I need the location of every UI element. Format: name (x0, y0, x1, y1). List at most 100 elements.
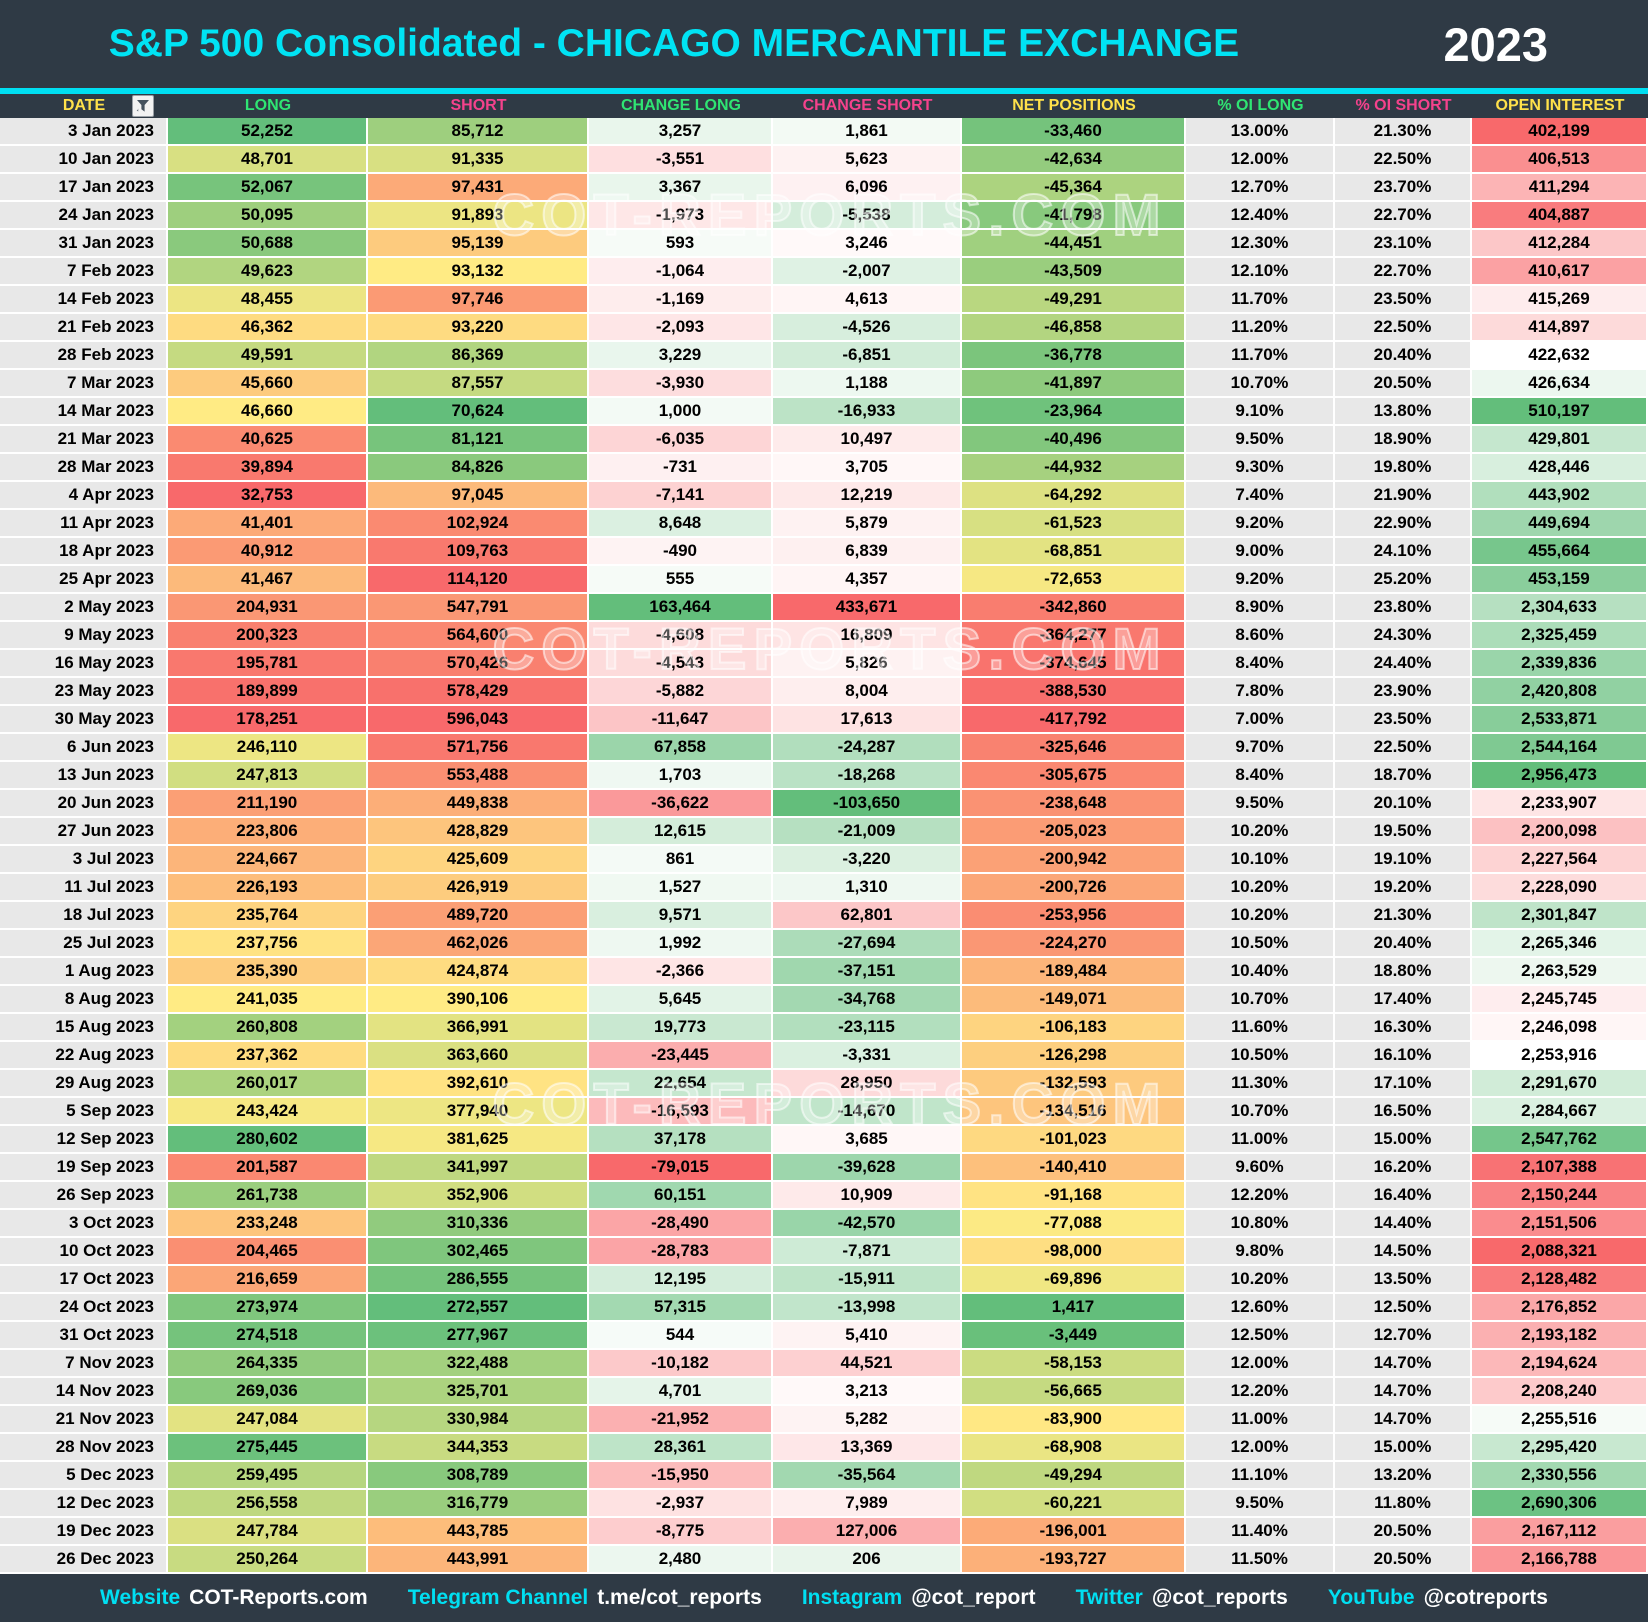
cell-short: 366,991 (368, 1014, 589, 1042)
cell-oi-long-pct: 12.50% (1186, 1322, 1335, 1350)
cell-short: 277,967 (368, 1322, 589, 1350)
column-header-label: LONG (244, 97, 292, 114)
cell-date: 22 Aug 2023 (0, 1042, 168, 1070)
cell-long: 52,067 (168, 174, 368, 202)
date-filter-button[interactable] (132, 95, 154, 117)
cell-oi-short-pct: 15.00% (1335, 1434, 1472, 1462)
table-row: 29 Aug 2023 260,017 392,610 22,654 28,950 -13… (0, 1070, 1648, 1098)
cell-open-interest: 2,544,164 (1472, 734, 1648, 762)
cell-change-long: 593 (589, 230, 773, 258)
cell-net-positions: -342,860 (962, 594, 1186, 622)
cell-oi-long-pct: 10.80% (1186, 1210, 1335, 1238)
cell-open-interest: 2,253,916 (1472, 1042, 1648, 1070)
table-row: 10 Oct 2023 204,465 302,465 -28,783 -7,871 -9… (0, 1238, 1648, 1266)
cell-oi-long-pct: 11.50% (1186, 1546, 1335, 1574)
cell-short: 325,701 (368, 1378, 589, 1406)
cell-oi-short-pct: 20.10% (1335, 790, 1472, 818)
footer-item: Twitter @cot_reports (1076, 1586, 1288, 1610)
column-header-long: LONG (168, 94, 368, 118)
footer-item-link[interactable]: @cot_report (911, 1586, 1036, 1609)
cell-oi-short-pct: 23.50% (1335, 286, 1472, 314)
cell-net-positions: -253,956 (962, 902, 1186, 930)
cell-change-long: 555 (589, 566, 773, 594)
cell-change-short: -3,331 (773, 1042, 962, 1070)
cell-oi-long-pct: 10.70% (1186, 1098, 1335, 1126)
cell-oi-long-pct: 11.70% (1186, 286, 1335, 314)
table-row: 6 Jun 2023 246,110 571,756 67,858 -24,287 -32… (0, 734, 1648, 762)
cell-net-positions: -72,653 (962, 566, 1186, 594)
table-row: 2 May 2023 204,931 547,791 163,464 433,671 -3… (0, 594, 1648, 622)
cell-net-positions: -77,088 (962, 1210, 1186, 1238)
cell-long: 264,335 (168, 1350, 368, 1378)
cell-open-interest: 2,233,907 (1472, 790, 1648, 818)
cell-oi-short-pct: 21.90% (1335, 482, 1472, 510)
footer-item-link[interactable]: COT-Reports.com (189, 1586, 368, 1609)
cell-change-long: -28,490 (589, 1210, 773, 1238)
footer-item-label: Twitter (1075, 1586, 1143, 1609)
cell-date: 1 Aug 2023 (0, 958, 168, 986)
cell-change-long: -11,647 (589, 706, 773, 734)
cell-long: 204,931 (168, 594, 368, 622)
cell-date: 18 Apr 2023 (0, 538, 168, 566)
cell-short: 93,132 (368, 258, 589, 286)
cell-oi-short-pct: 20.50% (1335, 370, 1472, 398)
cell-change-long: -3,551 (589, 146, 773, 174)
table-row: 13 Jun 2023 247,813 553,488 1,703 -18,268 -30… (0, 762, 1648, 790)
cell-open-interest: 2,176,852 (1472, 1294, 1648, 1322)
cell-oi-short-pct: 24.30% (1335, 622, 1472, 650)
cell-short: 443,991 (368, 1546, 589, 1574)
cell-oi-long-pct: 10.20% (1186, 902, 1335, 930)
footer-bar: Website COT-Reports.com Telegram Channel t.… (0, 1574, 1648, 1622)
cell-change-long: 5,645 (589, 986, 773, 1014)
cell-net-positions: -41,897 (962, 370, 1186, 398)
cell-short: 84,826 (368, 454, 589, 482)
cell-change-long: -1,169 (589, 286, 773, 314)
footer-item-link[interactable]: @cot_reports (1151, 1586, 1288, 1609)
cell-open-interest: 2,107,388 (1472, 1154, 1648, 1182)
cell-date: 27 Jun 2023 (0, 818, 168, 846)
cell-date: 25 Apr 2023 (0, 566, 168, 594)
cell-change-long: 8,648 (589, 510, 773, 538)
cell-change-short: 3,685 (773, 1126, 962, 1154)
cell-open-interest: 2,246,098 (1472, 1014, 1648, 1042)
cell-short: 97,431 (368, 174, 589, 202)
footer-item-link[interactable]: t.me/cot_reports (597, 1586, 762, 1609)
cell-open-interest: 2,088,321 (1472, 1238, 1648, 1266)
funnel-icon (136, 100, 149, 112)
year-badge: 2023 (1443, 17, 1548, 71)
cell-change-short: -103,650 (773, 790, 962, 818)
cell-long: 48,455 (168, 286, 368, 314)
table-row: 26 Dec 2023 250,264 443,991 2,480 206 -193,72… (0, 1546, 1648, 1574)
cell-change-short: -5,538 (773, 202, 962, 230)
table-row: 18 Jul 2023 235,764 489,720 9,571 62,801 -253… (0, 902, 1648, 930)
cell-short: 377,940 (368, 1098, 589, 1126)
cell-oi-long-pct: 10.20% (1186, 818, 1335, 846)
cell-net-positions: -69,896 (962, 1266, 1186, 1294)
table-row: 14 Nov 2023 269,036 325,701 4,701 3,213 -56,6… (0, 1378, 1648, 1406)
cell-oi-short-pct: 19.10% (1335, 846, 1472, 874)
cell-change-short: 206 (773, 1546, 962, 1574)
cell-net-positions: -91,168 (962, 1182, 1186, 1210)
cell-open-interest: 2,339,836 (1472, 650, 1648, 678)
cell-short: 330,984 (368, 1406, 589, 1434)
table-row: 1 Aug 2023 235,390 424,874 -2,366 -37,151 -18… (0, 958, 1648, 986)
cell-change-short: 5,623 (773, 146, 962, 174)
cell-oi-long-pct: 9.30% (1186, 454, 1335, 482)
footer-item-link[interactable]: @cotreports (1423, 1586, 1548, 1609)
cell-oi-short-pct: 16.10% (1335, 1042, 1472, 1070)
cell-long: 235,390 (168, 958, 368, 986)
cell-net-positions: -64,292 (962, 482, 1186, 510)
column-header-oi_long_pct: % OI LONG (1186, 94, 1335, 118)
cell-date: 5 Dec 2023 (0, 1462, 168, 1490)
cell-change-short: 5,879 (773, 510, 962, 538)
cell-date: 2 May 2023 (0, 594, 168, 622)
table-row: 19 Dec 2023 247,784 443,785 -8,775 127,006 -1… (0, 1518, 1648, 1546)
cell-short: 97,045 (368, 482, 589, 510)
cell-oi-short-pct: 24.40% (1335, 650, 1472, 678)
cell-long: 261,738 (168, 1182, 368, 1210)
cell-short: 286,555 (368, 1266, 589, 1294)
cell-date: 8 Aug 2023 (0, 986, 168, 1014)
footer-item-label: Instagram (801, 1586, 903, 1609)
cell-net-positions: -106,183 (962, 1014, 1186, 1042)
cell-oi-short-pct: 18.70% (1335, 762, 1472, 790)
